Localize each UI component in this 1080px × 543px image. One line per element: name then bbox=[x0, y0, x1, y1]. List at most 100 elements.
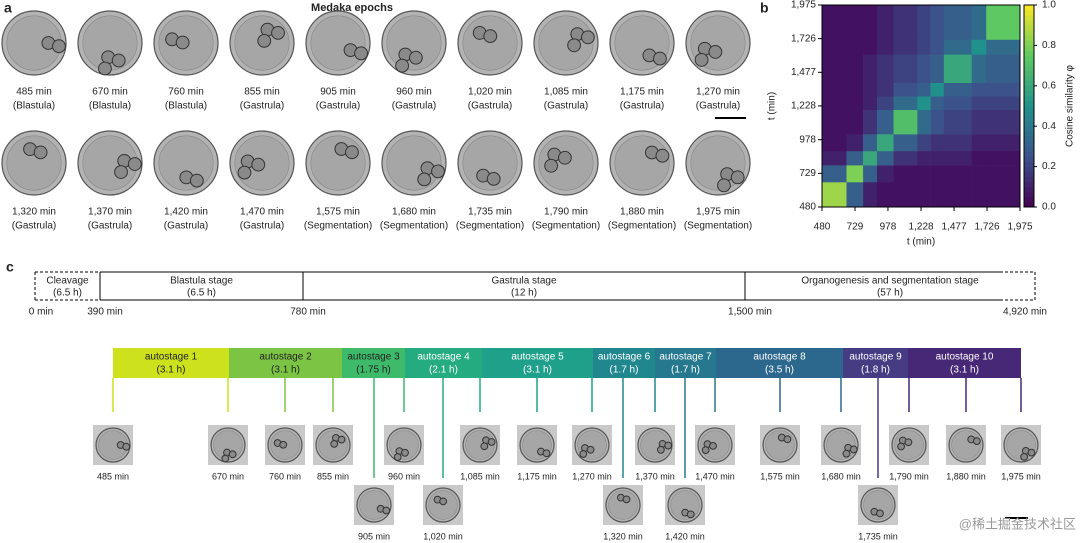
panel-label: a bbox=[4, 0, 12, 16]
colorbar-segment bbox=[1024, 166, 1034, 173]
colorbar-segment bbox=[1024, 141, 1034, 147]
oil-droplet bbox=[401, 448, 409, 457]
oil-droplet bbox=[972, 437, 981, 446]
colorbar-segment bbox=[1024, 95, 1034, 102]
embryo-time: 1,880 min bbox=[946, 471, 986, 481]
embryo-inner bbox=[386, 135, 442, 191]
time-label: 905 min bbox=[320, 87, 356, 98]
stage-label: (Segmentation) bbox=[380, 221, 448, 232]
time-label: 1,320 min bbox=[12, 207, 56, 218]
colorbar-segment bbox=[1024, 136, 1034, 142]
heatmap-cell bbox=[917, 150, 931, 166]
stage-duration: (6.5 h) bbox=[187, 288, 216, 299]
panel-label: c bbox=[6, 259, 14, 275]
colorbar-segment bbox=[1024, 75, 1034, 82]
oil-droplet bbox=[228, 450, 237, 459]
colorbar-segment bbox=[1024, 201, 1034, 208]
heatmap-cell bbox=[943, 5, 972, 40]
embryo-inner bbox=[826, 430, 856, 460]
stage-label: (Gastrula) bbox=[12, 221, 56, 232]
heatmap-cell bbox=[971, 182, 987, 208]
autostage-name: autostage 2 bbox=[259, 352, 312, 363]
colorbar-frame bbox=[1023, 4, 1035, 208]
oil-droplet bbox=[487, 438, 496, 446]
heatmap-cell bbox=[893, 39, 918, 55]
heatmap-cell bbox=[893, 96, 918, 111]
heatmap-cell bbox=[846, 5, 864, 40]
colorbar-segment bbox=[1024, 80, 1034, 87]
oil-droplet bbox=[664, 441, 673, 450]
heatmap-cell bbox=[876, 182, 894, 208]
heatmap-cell bbox=[943, 150, 972, 166]
embryo-time: 1,370 min bbox=[635, 471, 675, 481]
oil-droplet bbox=[111, 53, 126, 68]
oil-droplet bbox=[783, 435, 792, 444]
heatmap-cell bbox=[930, 54, 945, 83]
embryo-time: 1,270 min bbox=[572, 471, 612, 481]
stage-label: (Blastula) bbox=[89, 101, 131, 112]
heatmap-cell bbox=[986, 82, 1021, 97]
time-label: 670 min bbox=[92, 87, 128, 98]
autostage-duration: (3.1 h) bbox=[271, 365, 300, 376]
colorbar-segment bbox=[1024, 121, 1034, 127]
embryo-time: 855 min bbox=[317, 471, 349, 481]
colorbar-segment bbox=[1024, 161, 1034, 167]
colorbar-label: Cosine similarity φ bbox=[1065, 64, 1076, 147]
heatmap-cell bbox=[986, 109, 1021, 135]
x-tick-label: 480 bbox=[814, 222, 831, 233]
oil-droplet bbox=[257, 33, 272, 48]
oil-droplet bbox=[393, 453, 402, 461]
x-tick-label: 1,726 bbox=[975, 222, 1000, 233]
stage-name: Gastrula stage bbox=[491, 276, 556, 287]
colorbar-tick-label: 0.2 bbox=[1042, 161, 1056, 172]
heatmap-cell bbox=[986, 165, 1021, 183]
oil-droplet bbox=[483, 29, 498, 44]
colorbar-tick-label: 0.4 bbox=[1042, 121, 1056, 132]
heatmap-cell bbox=[971, 39, 987, 55]
oil-droplet bbox=[337, 435, 346, 444]
autostage-duration: (3.1 h) bbox=[157, 365, 186, 376]
heatmap-cell bbox=[876, 109, 894, 135]
stage-label: (Gastrula) bbox=[240, 101, 284, 112]
heatmap-cell bbox=[822, 165, 847, 183]
colorbar-segment bbox=[1024, 181, 1034, 188]
oil-droplet bbox=[382, 506, 391, 515]
oil-droplet bbox=[271, 25, 285, 40]
heatmap-cell bbox=[943, 165, 972, 183]
colorbar-segment bbox=[1024, 40, 1034, 46]
oil-droplet bbox=[480, 442, 489, 451]
colorbar-segment bbox=[1024, 5, 1034, 11]
heatmap-cell bbox=[943, 54, 972, 83]
colorbar-segment bbox=[1024, 70, 1034, 77]
time-label: 1,680 min bbox=[392, 207, 436, 218]
oil-droplet bbox=[622, 495, 631, 504]
heatmap-cell bbox=[863, 82, 878, 97]
stage-label: (Gastrula) bbox=[392, 101, 436, 112]
time-label: 1,370 min bbox=[88, 207, 132, 218]
time-label: 1,470 min bbox=[240, 207, 284, 218]
colorbar-segment bbox=[1024, 116, 1034, 122]
colorbar-segment bbox=[1024, 30, 1034, 36]
heatmap-cell bbox=[930, 109, 945, 135]
time-label: 485 min bbox=[16, 87, 52, 98]
oil-droplet bbox=[567, 38, 582, 53]
heatmap-cell bbox=[930, 182, 945, 208]
autostage-box bbox=[113, 348, 229, 378]
heatmap-cell bbox=[943, 96, 972, 111]
stage-name: Blastula stage bbox=[170, 276, 233, 287]
heatmap-cell bbox=[876, 54, 894, 83]
autostage-box bbox=[342, 348, 405, 378]
stage-name: Cleavage bbox=[46, 276, 89, 287]
oil-droplet bbox=[330, 439, 339, 448]
heatmap-cell bbox=[893, 54, 918, 83]
heatmap-cell bbox=[893, 134, 918, 152]
heatmap-cell bbox=[846, 109, 864, 135]
y-tick-label: 1,726 bbox=[791, 33, 816, 44]
y-tick-label: 729 bbox=[799, 168, 816, 179]
stage-label: (Gastrula) bbox=[468, 101, 512, 112]
oil-droplet bbox=[717, 178, 731, 193]
embryo-time: 1,020 min bbox=[423, 531, 463, 541]
heatmap-cell bbox=[876, 5, 894, 40]
oil-droplet bbox=[33, 145, 48, 160]
